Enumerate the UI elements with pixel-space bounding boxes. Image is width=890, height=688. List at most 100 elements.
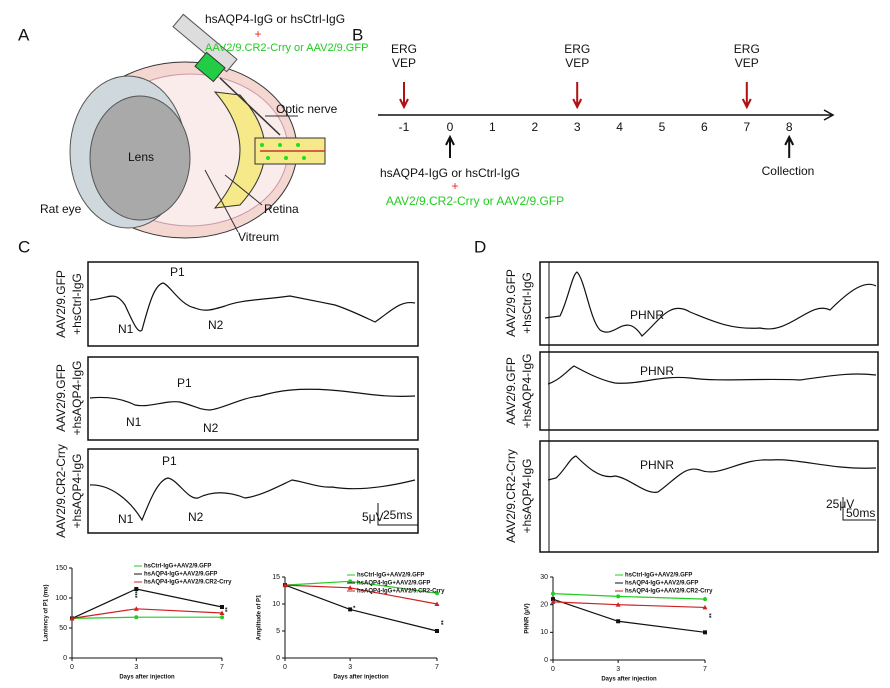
row-label: AAV2/9.CR2-Crry	[504, 449, 518, 543]
marker-label: VEP	[735, 56, 759, 70]
red-arrow	[399, 82, 409, 110]
point	[702, 604, 708, 610]
scale-label: 5μV	[362, 510, 384, 524]
row-label: AAV2/9.GFP	[54, 364, 68, 432]
y-tick-label: 150	[55, 565, 67, 572]
black-arrow	[445, 134, 455, 158]
point	[348, 607, 353, 612]
legend-label: hsAQP4-IgG+AAV2/9.GFP	[357, 581, 430, 587]
panel-letter: B	[352, 25, 363, 44]
trace-box	[539, 261, 879, 346]
row-label: +hsAQP4-IgG	[520, 353, 534, 428]
trace-box	[87, 356, 419, 441]
erg-trace	[89, 477, 416, 522]
y-tick-label: 50	[59, 625, 67, 632]
annotation: P1	[170, 265, 185, 279]
label: Retina	[264, 202, 299, 216]
legend-label: hsAQP4-IgG+AAV2/9.GFP	[144, 572, 217, 578]
y-tick-label: 100	[55, 595, 67, 602]
x-axis-label: Days after injection	[119, 675, 175, 681]
x-tick-label: 7	[220, 664, 224, 671]
panel-letter: A	[18, 25, 30, 44]
timeline-tick: 5	[659, 120, 666, 134]
y-tick-label: 20	[540, 602, 548, 609]
label: AAV2/9.CR2-Crry or AAV2/9.GFP	[205, 42, 368, 54]
red-arrow	[572, 82, 583, 110]
trace-box	[539, 351, 879, 431]
annotation: P1	[177, 376, 192, 390]
trace-box	[87, 261, 419, 347]
point	[134, 587, 139, 591]
point	[133, 606, 139, 611]
marker-label: VEP	[565, 56, 589, 70]
eye-diagram	[69, 13, 326, 239]
timeline-tick: 8	[786, 120, 793, 134]
legend-label: hsAQP4-IgG+AAV2/9.CR2-Crry	[144, 580, 232, 586]
y-tick-label: 0	[276, 655, 280, 662]
point	[550, 599, 556, 604]
x-tick-label: 3	[616, 666, 620, 673]
pherg-trace	[547, 365, 877, 385]
annotation: PHNR	[640, 364, 674, 378]
black-arrow	[784, 134, 795, 158]
label: +	[254, 27, 261, 41]
y-tick-label: 30	[540, 574, 548, 581]
legend-label: hsCtrl-IgG+AAV2/9.GFP	[144, 564, 211, 570]
point	[220, 605, 224, 609]
row-label: AAV2/9.CR2-Crry	[54, 444, 68, 538]
trace-box	[539, 440, 879, 553]
point	[703, 630, 707, 635]
row-label: AAV2/9.GFP	[54, 270, 68, 338]
row-label: +hsAQP4-IgG	[520, 458, 534, 533]
point	[219, 610, 225, 615]
timeline-tick: 7	[743, 120, 750, 134]
significance: **	[442, 620, 448, 625]
point	[282, 582, 288, 588]
panel-letter: D	[474, 237, 486, 256]
x-axis-label: Days after injection	[601, 677, 657, 683]
marker-label: ERG	[564, 42, 590, 56]
legend-label: hsAQP4-IgG+AAV2/9.GFP	[625, 581, 698, 587]
y-tick-label: 5	[276, 628, 280, 635]
row-label: +hsAQP4-IgG	[70, 360, 84, 435]
marker-label: VEP	[392, 56, 416, 70]
row-label: AAV2/9.GFP	[504, 269, 518, 337]
scale-label: 25ms	[383, 508, 412, 522]
x-tick-label: 3	[134, 664, 138, 671]
legend-label: hsAQP4-IgG+AAV2/9.CR2-Crry	[357, 589, 445, 595]
timeline-tick: 3	[574, 120, 581, 134]
arrow-head	[823, 109, 835, 121]
label: hsAQP4-IgG or hsCtrl-IgG	[205, 12, 345, 26]
annotation: N1	[118, 322, 134, 336]
timeline-tick: 2	[531, 120, 538, 134]
series-line	[552, 598, 706, 633]
y-tick-label: 0	[63, 655, 67, 662]
scale-label: 25μV	[826, 497, 854, 511]
x-tick-label: 7	[703, 666, 707, 673]
timeline-tick: 6	[701, 120, 708, 134]
pherg-trace	[547, 455, 877, 493]
point	[435, 629, 439, 633]
row-label: +hsAQP4-IgG	[70, 453, 84, 528]
annotation: N1	[126, 415, 142, 429]
erg-trace	[89, 282, 416, 332]
timeline-tick: -1	[399, 120, 410, 134]
annotation: PHNR	[630, 308, 664, 322]
point	[551, 591, 555, 596]
legend-label: hsCtrl-IgG+AAV2/9.GFP	[357, 573, 424, 579]
scale-bar	[842, 497, 876, 521]
x-tick-label: 0	[283, 664, 287, 671]
timeline-tick: 0	[447, 120, 454, 134]
annotation: N2	[208, 318, 224, 332]
legend-label: hsAQP4-IgG+AAV2/9.CR2-Crry	[625, 589, 713, 595]
pherg-trace	[544, 271, 877, 337]
timeline-tick: 4	[616, 120, 623, 134]
point	[703, 597, 707, 602]
label: +	[451, 179, 458, 193]
annotation: N2	[188, 510, 204, 524]
significance: **	[226, 607, 232, 612]
point	[551, 597, 555, 602]
x-tick-label: 3	[348, 664, 352, 671]
label: Rat eye	[40, 202, 82, 216]
